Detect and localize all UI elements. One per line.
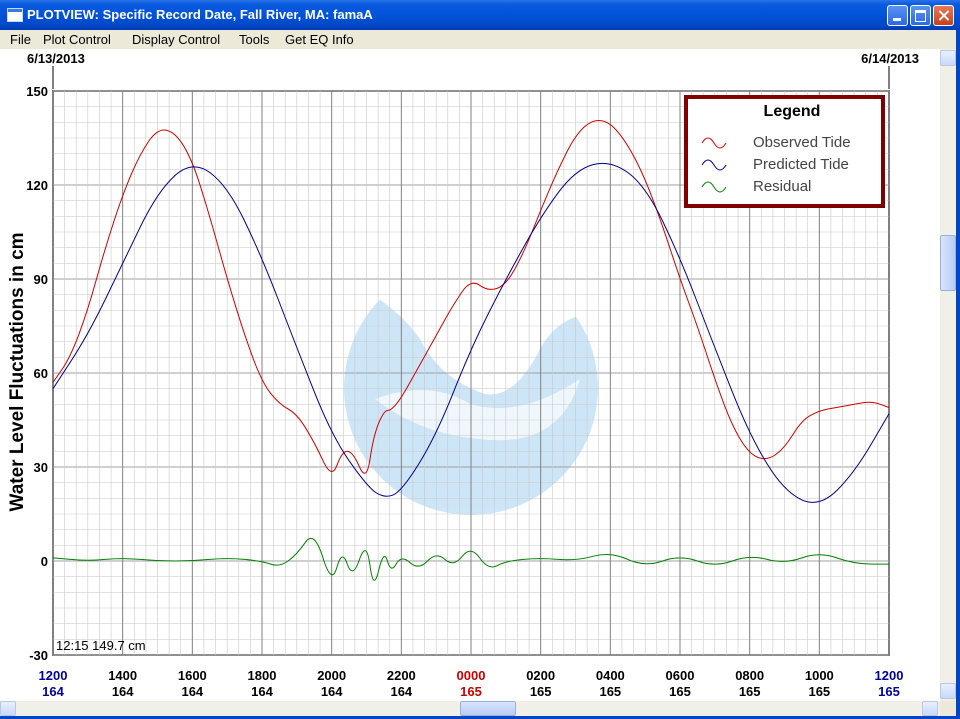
x-tick-label: 0600	[666, 668, 695, 683]
x-day-label: 164	[390, 684, 412, 699]
x-day-label: 164	[321, 684, 343, 699]
x-day-label: 165	[460, 684, 482, 699]
tide-chart: 6/13/2013 6/14/2013 150 120 90 60 30 0 -30 Wat…	[7, 51, 919, 699]
x-day-label: 165	[739, 684, 761, 699]
x-tick-label: 2200	[387, 668, 416, 683]
x-tick-label: 1800	[248, 668, 277, 683]
window-border-bottom	[0, 716, 960, 719]
scroll-left-button[interactable]	[0, 701, 16, 716]
minimize-button[interactable]	[887, 5, 908, 26]
x-tick-label: 1000	[805, 668, 834, 683]
grid	[52, 90, 890, 656]
window-title: PLOTVIEW: Specific Record Date, Fall Riv…	[27, 7, 373, 22]
legend-label-observed: Observed Tide	[753, 134, 851, 151]
x-tick-label: 1200	[875, 668, 904, 683]
x-tick-label: 2000	[317, 668, 346, 683]
menu-bar: File Plot Control Display Control Tools …	[0, 30, 960, 49]
title-bar: PLOTVIEW: Specific Record Date, Fall Riv…	[0, 0, 960, 30]
x-day-label: 165	[669, 684, 691, 699]
legend-box	[684, 95, 885, 208]
plot-area: 6/13/2013 6/14/2013 150 120 90 60 30 0 -30 Wat…	[0, 49, 940, 701]
menu-tools[interactable]: Tools	[239, 32, 270, 47]
menu-get-eq-info[interactable]: Get EQ Info	[285, 32, 354, 47]
close-button[interactable]	[933, 5, 954, 26]
legend-swatch-predicted	[701, 159, 727, 171]
vertical-scrollbar[interactable]	[940, 49, 956, 701]
legend-swatch-observed	[701, 137, 727, 149]
window-border-right	[956, 30, 960, 719]
legend-label-residual: Residual	[753, 178, 811, 195]
maximize-button[interactable]	[910, 5, 931, 26]
legend-swatch-residual	[701, 181, 727, 193]
x-tick-label: 1400	[108, 668, 137, 683]
x-tick-label: 0200	[526, 668, 555, 683]
y-tick-label: -30	[29, 648, 48, 663]
y-axis-label: Water Level Fluctuations in cm	[7, 232, 28, 511]
y-tick-label: 30	[34, 460, 48, 475]
scrollbar-corner	[940, 701, 956, 716]
x-day-label: 164	[112, 684, 134, 699]
series-residual	[52, 537, 889, 581]
x-day-label: 164	[251, 684, 273, 699]
x-tick-label: 0800	[735, 668, 764, 683]
x-tick-label: 0400	[596, 668, 625, 683]
horizontal-scroll-thumb[interactable]	[460, 701, 516, 716]
y-tick-label: 150	[26, 84, 48, 99]
app-icon	[7, 8, 23, 22]
menu-display-control[interactable]: Display Control	[132, 32, 221, 47]
x-tick-label: 0000	[457, 668, 486, 683]
scroll-down-button[interactable]	[940, 683, 956, 699]
scroll-up-button[interactable]	[940, 50, 956, 66]
x-day-label: 165	[808, 684, 830, 699]
legend-label-predicted: Predicted Tide	[753, 156, 849, 173]
x-day-label: 165	[878, 684, 900, 699]
menu-plot-control[interactable]: Plot Control	[43, 32, 111, 47]
date-right: 6/14/2013	[861, 51, 919, 66]
series-observed-tide	[52, 120, 890, 474]
x-day-label: 165	[530, 684, 552, 699]
legend-title: Legend	[764, 103, 821, 120]
y-tick-label: 0	[41, 554, 48, 569]
y-axis: 150 120 90 60 30 0 -30	[26, 84, 48, 663]
x-axis: 1200164140016416001641800164200016422001…	[39, 668, 904, 699]
x-day-label: 164	[181, 684, 203, 699]
series-predicted-tide	[52, 162, 890, 503]
scroll-right-button[interactable]	[922, 701, 938, 716]
menu-file[interactable]: File	[10, 32, 31, 47]
x-tick-label: 1200	[39, 668, 68, 683]
y-tick-label: 90	[34, 272, 48, 287]
x-day-label: 164	[42, 684, 64, 699]
x-tick-label: 1600	[178, 668, 207, 683]
vertical-scroll-thumb[interactable]	[940, 235, 956, 291]
y-tick-label: 120	[26, 178, 48, 193]
y-tick-label: 60	[34, 366, 48, 381]
date-left: 6/13/2013	[27, 51, 85, 66]
legend[interactable]: Legend Observed Tide Predicted Tide Resi…	[684, 95, 885, 208]
x-day-label: 165	[599, 684, 621, 699]
cursor-readout: 12:15 149.7 cm	[56, 638, 146, 653]
